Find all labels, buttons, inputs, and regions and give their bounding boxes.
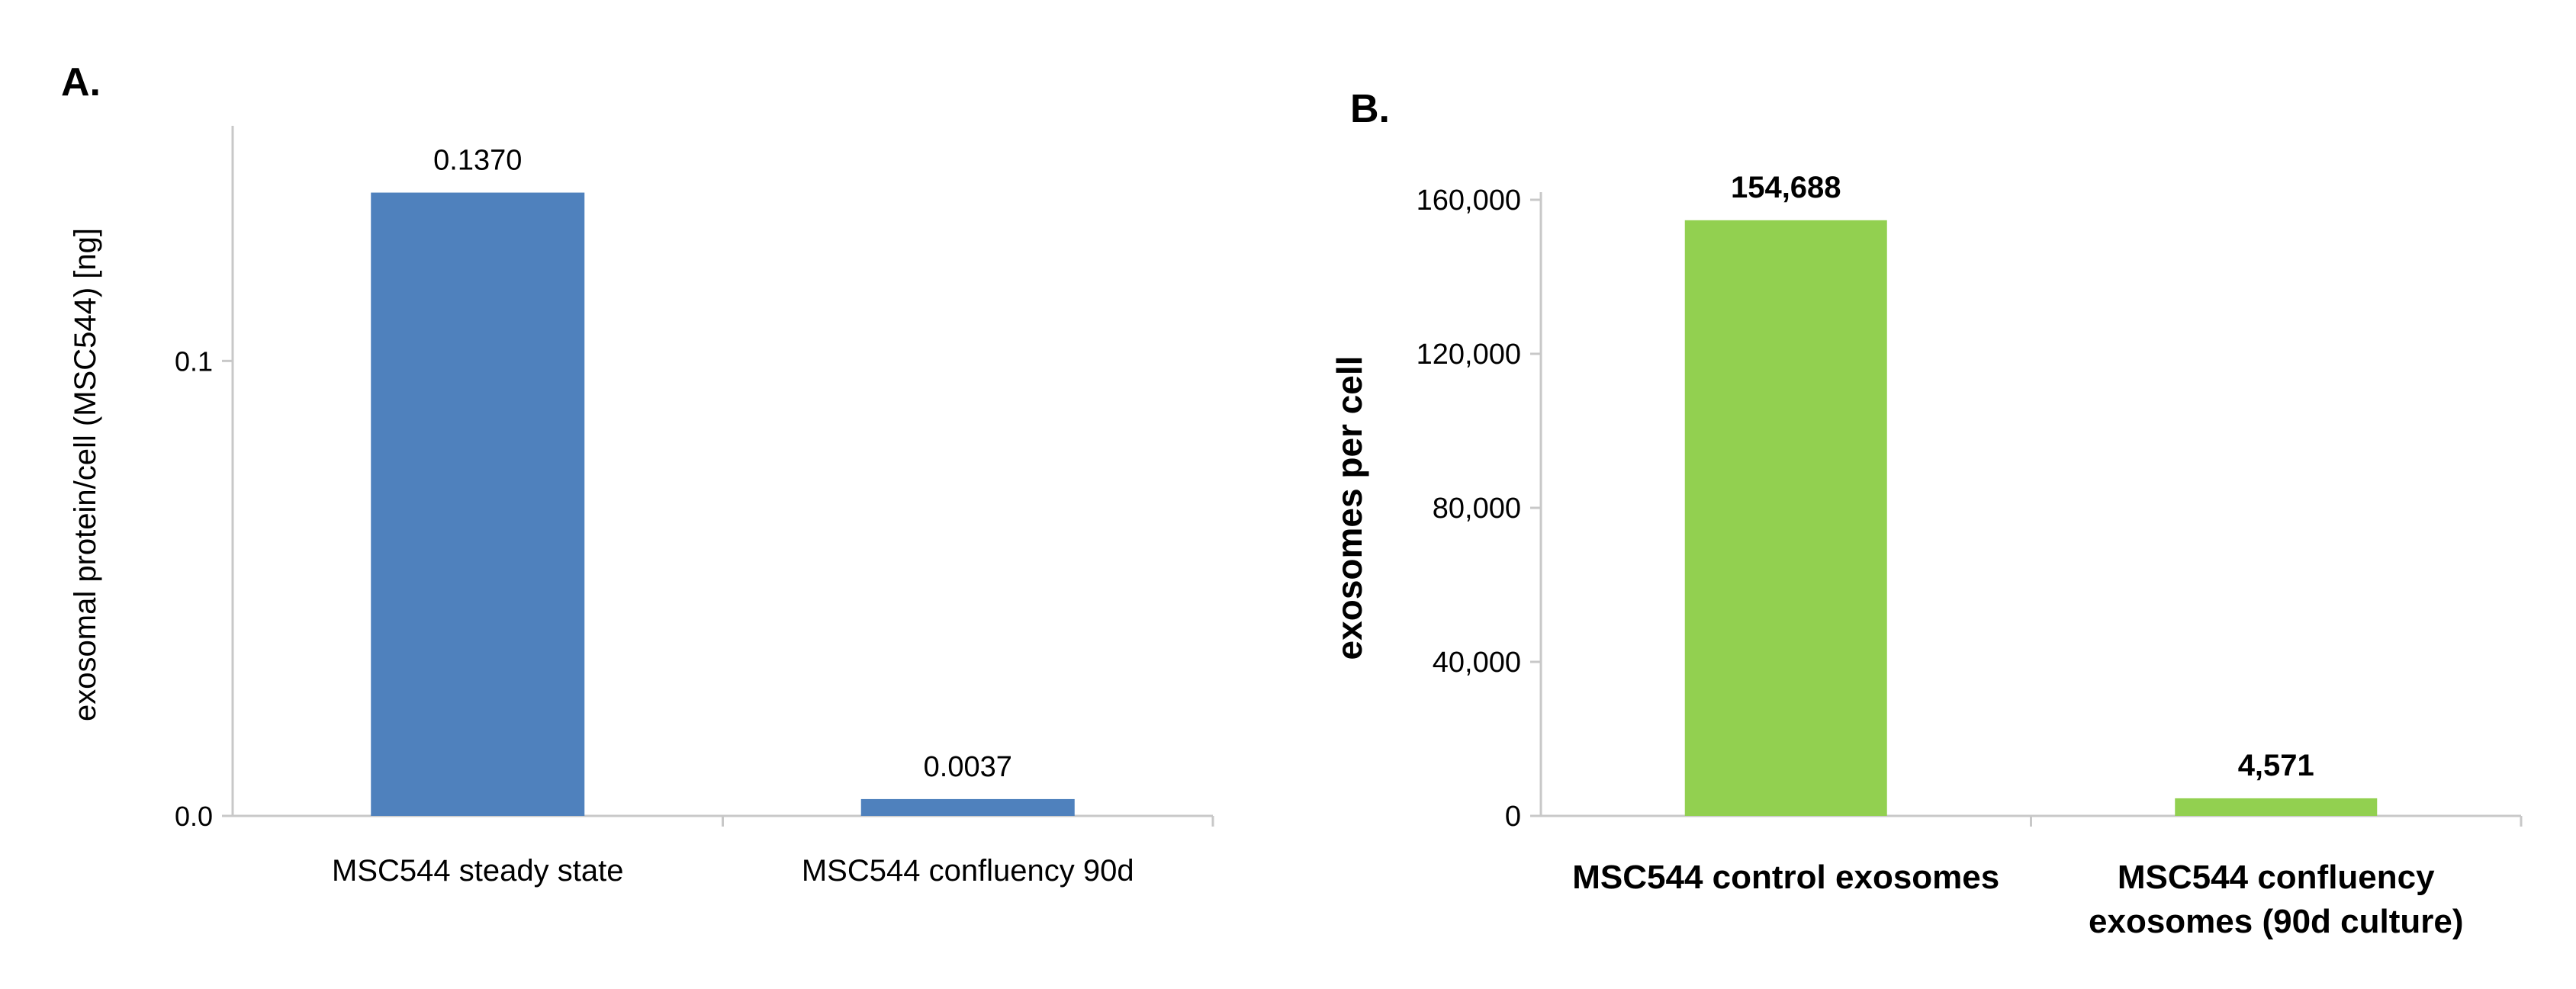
y-axis-label: exosomes per cell xyxy=(1330,356,1369,660)
y-tick-label: 160,000 xyxy=(1417,185,1521,217)
data-label: 4,571 xyxy=(2238,749,2314,782)
y-tick-label: 0 xyxy=(1505,801,1521,833)
x-tick-label: MSC544 control exosomes xyxy=(1572,859,1999,896)
data-label: 0.1370 xyxy=(433,145,522,177)
bar xyxy=(860,798,1075,816)
y-tick-label: 0.0 xyxy=(175,801,213,832)
data-label: 0.0037 xyxy=(924,751,1012,783)
chart-panel-b: B. 0 40,000 80,000 120,000 160,000 154,688 MSC… xyxy=(1266,0,2576,989)
x-tick-label: MSC544 steady state xyxy=(332,854,623,888)
x-tick-label: MSC544 confluency 90d xyxy=(802,854,1134,888)
panel-label-b: B. xyxy=(1350,87,1390,131)
x-tick-label: MSC544 confluency xyxy=(2118,859,2435,896)
y-tick-label: 80,000 xyxy=(1433,493,1521,525)
y-tick-label: 40,000 xyxy=(1433,647,1521,679)
panel-label-a: A. xyxy=(61,60,101,104)
chart-panel-a: A. 0.0 0.1 0.1370 MSC544 steady state 0.0037… xyxy=(0,0,1266,989)
x-tick-label: exosomes (90d culture) xyxy=(2089,903,2464,940)
y-tick-label: 120,000 xyxy=(1417,339,1521,371)
chart-b-svg: B. 0 40,000 80,000 120,000 160,000 154,688 MSC… xyxy=(1330,87,2523,940)
chart-a-svg: A. 0.0 0.1 0.1370 MSC544 steady state 0.0037… xyxy=(61,60,1214,888)
y-axis-label: exosomal protein/cell (MSC544) [ng] xyxy=(69,228,102,721)
data-label: 154,688 xyxy=(1731,171,1841,204)
y-tick-label: 0.1 xyxy=(175,345,213,377)
bar xyxy=(1684,220,1887,817)
bar xyxy=(371,192,585,817)
bar xyxy=(2175,798,2378,816)
